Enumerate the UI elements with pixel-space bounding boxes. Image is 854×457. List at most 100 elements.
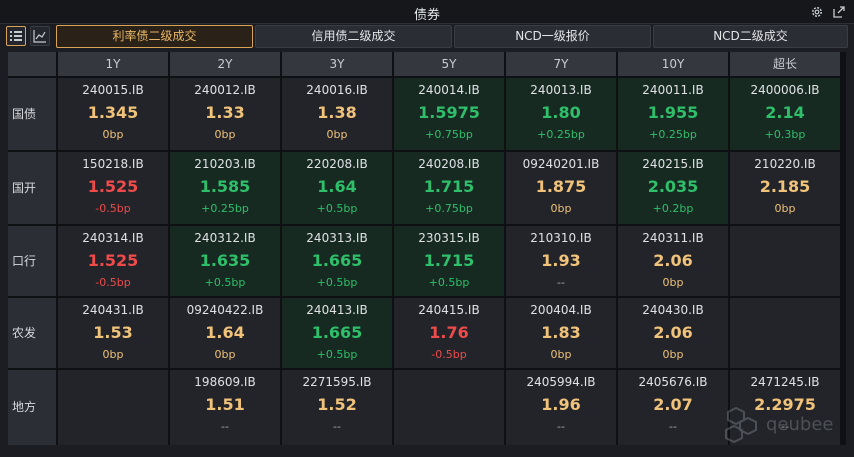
bond-code: 240015.IB <box>82 83 144 97</box>
bond-yield: 1.525 <box>87 177 139 196</box>
popout-icon[interactable] <box>832 5 846 19</box>
bond-code: 240415.IB <box>418 303 480 317</box>
quote-cell[interactable]: 210203.IB 1.585 +0.25bp <box>170 152 280 224</box>
tab-4[interactable]: NCD二级成交 <box>653 25 848 48</box>
gear-icon[interactable] <box>810 5 824 19</box>
chart-view-icon[interactable] <box>30 26 50 46</box>
toolbar: 利率债二级成交 信用债二级成交 NCD一级报价 NCD二级成交 <box>0 24 854 50</box>
bond-yield: 1.51 <box>205 395 245 414</box>
column-header[interactable]: 3Y <box>282 52 392 76</box>
quote-cell[interactable]: 240011.IB 1.955 +0.25bp <box>618 78 728 150</box>
row-label: 国开 <box>8 152 56 224</box>
quote-cell[interactable]: 2271595.IB 1.52 -- <box>282 370 392 445</box>
bond-code: 240215.IB <box>642 157 704 171</box>
bond-yield: 1.665 <box>311 323 363 342</box>
column-header[interactable]: 7Y <box>506 52 616 76</box>
row-label: 地方 <box>8 370 56 445</box>
corner-header <box>8 52 56 76</box>
column-header[interactable]: 10Y <box>618 52 728 76</box>
bond-change: -- <box>669 420 677 433</box>
quote-cell[interactable]: 240208.IB 1.715 +0.75bp <box>394 152 504 224</box>
quote-cell[interactable]: 220208.IB 1.64 +0.5bp <box>282 152 392 224</box>
title-bar: 债券 <box>0 0 854 24</box>
bond-change: 0bp <box>550 348 572 361</box>
bond-change: +0.5bp <box>204 276 246 289</box>
bond-code: 240208.IB <box>418 157 480 171</box>
column-header[interactable]: 5Y <box>394 52 504 76</box>
bond-change: -- <box>221 420 229 433</box>
column-header[interactable]: 2Y <box>170 52 280 76</box>
quote-cell[interactable]: 09240201.IB 1.875 0bp <box>506 152 616 224</box>
bond-yield: 1.33 <box>205 103 245 122</box>
row-label: 口行 <box>8 226 56 296</box>
watermark-text: qeubee <box>766 414 834 435</box>
bond-change: +0.75bp <box>425 202 473 215</box>
quote-cell[interactable]: 240013.IB 1.80 +0.25bp <box>506 78 616 150</box>
quote-cell[interactable]: 200404.IB 1.83 0bp <box>506 298 616 368</box>
quote-cell[interactable]: 230315.IB 1.715 +0.5bp <box>394 226 504 296</box>
tab-1[interactable]: 利率债二级成交 <box>56 25 253 48</box>
bond-change: +0.25bp <box>201 202 249 215</box>
bond-code: 2271595.IB <box>302 375 372 389</box>
quote-cell[interactable]: 2400006.IB 2.14 +0.3bp <box>730 78 840 150</box>
tab-2[interactable]: 信用债二级成交 <box>255 25 452 48</box>
bond-code: 240430.IB <box>642 303 704 317</box>
quote-cell[interactable]: 240413.IB 1.665 +0.5bp <box>282 298 392 368</box>
quote-cell <box>730 298 840 368</box>
bond-code: 150218.IB <box>82 157 144 171</box>
bond-code: 2405994.IB <box>526 375 596 389</box>
bond-change: 0bp <box>102 128 124 141</box>
bond-change: -0.5bp <box>95 202 131 215</box>
quote-cell[interactable]: 240016.IB 1.38 0bp <box>282 78 392 150</box>
bond-change: 0bp <box>662 348 684 361</box>
quote-cell[interactable]: 240311.IB 2.06 0bp <box>618 226 728 296</box>
quote-cell <box>394 370 504 445</box>
bond-yield: 1.525 <box>87 251 139 270</box>
quote-cell <box>730 226 840 296</box>
quote-cell[interactable]: 198609.IB 1.51 -- <box>170 370 280 445</box>
quote-cell[interactable]: 240430.IB 2.06 0bp <box>618 298 728 368</box>
bond-yield: 1.875 <box>535 177 587 196</box>
tab-3[interactable]: NCD一级报价 <box>454 25 651 48</box>
bond-yield: 1.5975 <box>418 103 480 122</box>
quote-cell[interactable]: 240312.IB 1.635 +0.5bp <box>170 226 280 296</box>
quote-cell[interactable]: 240431.IB 1.53 0bp <box>58 298 168 368</box>
bond-code: 240014.IB <box>418 83 480 97</box>
quote-cell[interactable]: 240012.IB 1.33 0bp <box>170 78 280 150</box>
bond-code: 240313.IB <box>306 231 368 245</box>
bond-code: 198609.IB <box>194 375 256 389</box>
quote-cell[interactable]: 240313.IB 1.665 +0.5bp <box>282 226 392 296</box>
bond-code: 210220.IB <box>754 157 816 171</box>
bond-yield: 1.76 <box>429 323 469 342</box>
window-title: 债券 <box>413 8 440 23</box>
quote-cell[interactable]: 210310.IB 1.93 -- <box>506 226 616 296</box>
list-view-icon[interactable] <box>6 26 26 46</box>
bond-change: 0bp <box>774 202 796 215</box>
quote-cell[interactable]: 240015.IB 1.345 0bp <box>58 78 168 150</box>
quote-cell[interactable]: 09240422.IB 1.64 0bp <box>170 298 280 368</box>
bond-code: 2400006.IB <box>750 83 820 97</box>
quote-cell[interactable]: 240415.IB 1.76 -0.5bp <box>394 298 504 368</box>
bond-change: 0bp <box>214 128 236 141</box>
bond-yield: 1.53 <box>93 323 133 342</box>
quote-cell[interactable]: 240215.IB 2.035 +0.2bp <box>618 152 728 224</box>
quote-cell[interactable]: 2405994.IB 1.96 -- <box>506 370 616 445</box>
quote-cell[interactable]: 240014.IB 1.5975 +0.75bp <box>394 78 504 150</box>
quote-cell[interactable]: 210220.IB 2.185 0bp <box>730 152 840 224</box>
bond-code: 240311.IB <box>642 231 704 245</box>
row-label: 国债 <box>8 78 56 150</box>
bond-change: +0.5bp <box>428 276 470 289</box>
bond-code: 240312.IB <box>194 231 256 245</box>
quote-cell[interactable]: 2405676.IB 2.07 -- <box>618 370 728 445</box>
column-header[interactable]: 1Y <box>58 52 168 76</box>
bond-change: -- <box>333 420 341 433</box>
quote-cell[interactable]: 240314.IB 1.525 -0.5bp <box>58 226 168 296</box>
bond-change: 0bp <box>550 202 572 215</box>
column-header[interactable]: 超长 <box>730 52 840 76</box>
quote-cell[interactable]: 2471245.IB 2.2975 -- <box>730 370 840 445</box>
bond-change: -0.5bp <box>95 276 131 289</box>
bond-yield: 1.80 <box>541 103 581 122</box>
bond-code: 240013.IB <box>530 83 592 97</box>
bond-yield: 2.07 <box>653 395 693 414</box>
quote-cell[interactable]: 150218.IB 1.525 -0.5bp <box>58 152 168 224</box>
